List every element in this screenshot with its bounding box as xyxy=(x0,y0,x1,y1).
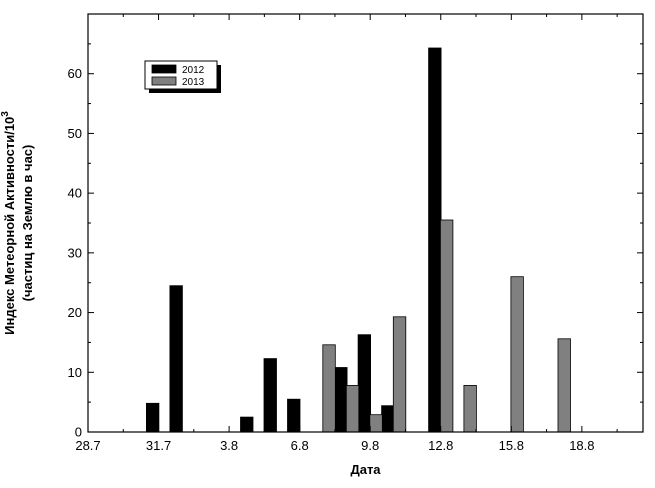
bar-2012-5 xyxy=(334,367,348,433)
bar-2012-4 xyxy=(287,398,301,433)
legend-swatch-2012 xyxy=(151,64,177,74)
x-tick-label: 12.8 xyxy=(428,438,453,453)
x-tick-label: 18.8 xyxy=(569,438,594,453)
x-tick-label: 31.7 xyxy=(146,438,171,453)
bar-2013-0 xyxy=(322,344,336,433)
bar-2013-3 xyxy=(392,316,407,433)
legend-label-2012: 2012 xyxy=(182,65,205,76)
y-tick-label: 10 xyxy=(68,365,82,380)
bar-2013-4 xyxy=(439,219,454,433)
legend-label-2013: 2013 xyxy=(182,77,205,88)
bar-2013-7 xyxy=(557,338,571,433)
y-tick-label: 0 xyxy=(75,425,82,440)
y-axis-title: Индекс Метеорной Активности/103 (частиц … xyxy=(0,111,35,335)
y-axis: 0 10 20 30 40 50 60 xyxy=(68,43,643,440)
bar-2012-7 xyxy=(381,405,395,433)
y-axis-title-superscript: 3 xyxy=(0,111,11,117)
legend: 2012 2013 xyxy=(144,60,221,93)
x-axis: 28.7 31.7 3.8 6.8 9.8 12.8 15.8 18.8 xyxy=(75,14,618,453)
y-axis-title-line1: Индекс Метеорной Активности/10 xyxy=(2,117,17,335)
bar-2013-2 xyxy=(369,414,383,433)
legend-swatch-2013 xyxy=(151,76,177,86)
x-axis-title: Дата xyxy=(350,462,381,477)
bar-2012-2 xyxy=(240,416,254,433)
bar-2013-5 xyxy=(463,384,477,433)
bar-2012-0 xyxy=(145,402,160,433)
x-tick-label: 28.7 xyxy=(75,438,100,453)
x-tick-label: 3.8 xyxy=(220,438,238,453)
x-tick-label: 9.8 xyxy=(361,438,379,453)
bar-2013-1 xyxy=(345,384,360,433)
y-axis-title-line2: (частиц на Землю в час) xyxy=(20,145,35,302)
x-tick-label: 15.8 xyxy=(499,438,524,453)
x-tick-label: 6.8 xyxy=(291,438,309,453)
y-tick-label: 40 xyxy=(68,186,82,201)
bar-2012-1 xyxy=(169,285,183,433)
bar-2012-3 xyxy=(263,358,277,433)
bar-2012-6 xyxy=(357,334,372,433)
y-tick-label: 30 xyxy=(68,245,82,260)
y-tick-label: 50 xyxy=(68,126,82,141)
y-tick-label: 60 xyxy=(68,66,82,81)
y-tick-label: 20 xyxy=(68,305,82,320)
bar-2013-6 xyxy=(510,276,524,433)
bar-2012-8 xyxy=(428,47,442,433)
svg-text:Индекс Метеорной Активности/10: Индекс Метеорной Активности/103 xyxy=(0,111,17,335)
